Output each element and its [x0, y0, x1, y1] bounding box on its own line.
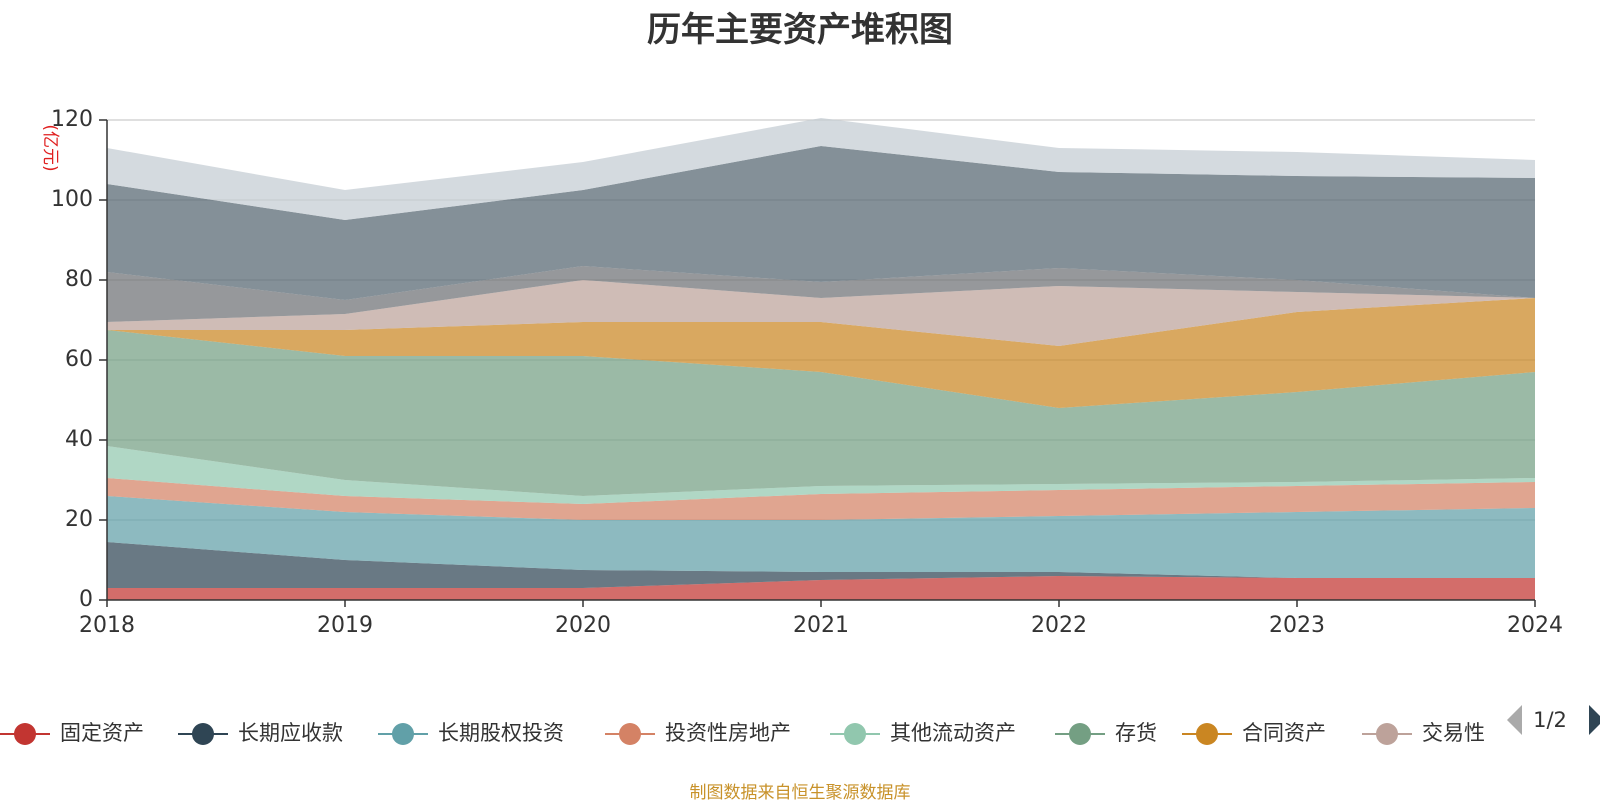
- legend-marker: [1069, 723, 1091, 745]
- y-tick-label: 0: [79, 587, 93, 612]
- x-tick-label: 2022: [1031, 613, 1087, 638]
- legend-label: 交易性: [1422, 721, 1485, 745]
- x-tick-label: 2024: [1507, 613, 1563, 638]
- legend-label: 长期应收款: [238, 721, 343, 745]
- area-series-4: [107, 446, 1535, 504]
- legend-pager: 1/2: [1507, 705, 1600, 735]
- legend-item[interactable]: 其他流动资产: [830, 721, 1016, 745]
- area-series: [107, 118, 1535, 600]
- legend-item[interactable]: 长期股权投资: [378, 721, 564, 745]
- legend-item[interactable]: 合同资产: [1182, 721, 1326, 745]
- area-series-7: [107, 280, 1535, 346]
- legend-marker: [192, 723, 214, 745]
- legend-item[interactable]: 投资性房地产: [605, 721, 791, 745]
- legend-item[interactable]: 存货: [1055, 721, 1157, 745]
- data-source-note: 制图数据来自恒生聚源数据库: [689, 783, 911, 803]
- area-series-9: [107, 146, 1535, 300]
- legend-label: 投资性房地产: [665, 721, 791, 745]
- legend-label: 存货: [1115, 721, 1157, 745]
- area-series-2: [107, 496, 1535, 578]
- legend-next-page-icon[interactable]: [1589, 705, 1600, 735]
- legend-label: 合同资产: [1242, 721, 1326, 745]
- x-tick-label: 2018: [79, 613, 135, 638]
- legend-marker: [14, 723, 36, 745]
- area-series-3: [107, 478, 1535, 520]
- legend-marker: [392, 723, 414, 745]
- x-tick-label: 2020: [555, 613, 611, 638]
- x-tick-label: 2023: [1269, 613, 1325, 638]
- x-tick-label: 2021: [793, 613, 849, 638]
- legend-item[interactable]: 交易性: [1362, 721, 1485, 745]
- legend-marker: [1196, 723, 1218, 745]
- area-series-6: [107, 298, 1535, 408]
- axes: 0 20 40 60 80 100 120 2018 2019 2020 2021 2022 2023 2…: [51, 107, 1563, 638]
- legend-label: 固定资产: [60, 721, 144, 745]
- legend-marker: [844, 723, 866, 745]
- area-series-10: [107, 118, 1535, 220]
- x-tick-label: 2019: [317, 613, 373, 638]
- y-tick-label: 80: [65, 267, 93, 292]
- legend: 固定资产 长期应收款 长期股权投资 投资性房地产 其他流动资产 存货 合同资产 交易性: [0, 721, 1485, 745]
- y-tick-label: 120: [51, 107, 93, 132]
- area-series-8: [107, 266, 1535, 322]
- chart-title: 历年主要资产堆积图: [647, 10, 953, 50]
- area-series-1: [107, 542, 1535, 588]
- legend-prev-page-icon[interactable]: [1507, 705, 1522, 735]
- legend-marker: [1376, 723, 1398, 745]
- y-tick-label: 40: [65, 427, 93, 452]
- legend-item[interactable]: 长期应收款: [178, 721, 343, 745]
- y-axis-unit-label: (亿元): [40, 124, 60, 171]
- legend-page-indicator: 1/2: [1533, 708, 1567, 732]
- y-tick-label: 100: [51, 187, 93, 212]
- legend-label: 其他流动资产: [890, 721, 1016, 745]
- area-series-5: [107, 330, 1535, 496]
- y-tick-label: 60: [65, 347, 93, 372]
- legend-item[interactable]: 固定资产: [0, 721, 144, 745]
- legend-label: 长期股权投资: [438, 721, 564, 745]
- y-tick-label: 20: [65, 507, 93, 532]
- area-series-0: [107, 576, 1535, 600]
- legend-marker: [619, 723, 641, 745]
